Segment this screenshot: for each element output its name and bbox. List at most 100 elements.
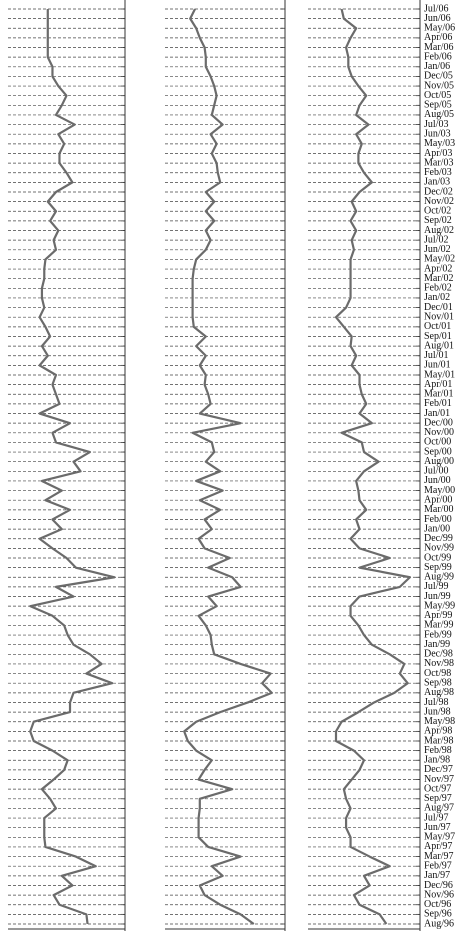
y-tick-label: Mar/00 <box>424 504 453 515</box>
y-tick-label: Dec/02 <box>424 186 453 197</box>
y-tick-label: Mar/97 <box>424 851 453 862</box>
y-tick-label: Jun/99 <box>424 591 451 602</box>
y-tick-label: Aug/98 <box>424 687 454 698</box>
y-tick-label: Jan/02 <box>424 292 450 303</box>
y-tick-label: Nov/98 <box>424 658 454 669</box>
y-tick-label: Jun/01 <box>424 360 451 371</box>
y-tick-label: Jul/98 <box>424 697 448 708</box>
y-tick-label: Oct/00 <box>424 437 451 448</box>
y-tick-label: Nov/01 <box>424 312 454 323</box>
y-tick-label: Jul/99 <box>424 581 448 592</box>
y-tick-label: Sep/01 <box>424 331 452 342</box>
y-tick-label: May/99 <box>424 600 455 611</box>
y-tick-label: Dec/97 <box>424 764 453 775</box>
y-tick-label: Nov/02 <box>424 196 454 207</box>
y-tick-label: Nov/05 <box>424 80 454 91</box>
y-tick-label: Dec/98 <box>424 649 453 660</box>
y-tick-label: Oct/98 <box>424 668 451 679</box>
y-tick-label: Feb/00 <box>424 514 452 525</box>
y-tick-label: Mar/03 <box>424 157 453 168</box>
y-tick-label: Nov/00 <box>424 427 454 438</box>
y-tick-label: Mar/99 <box>424 620 453 631</box>
y-tick-label: May/01 <box>424 369 455 380</box>
data-line <box>29 9 116 925</box>
y-tick-label: Dec/96 <box>424 880 453 891</box>
y-tick-label: Sep/05 <box>424 100 452 111</box>
y-tick-label: Apr/02 <box>424 263 452 274</box>
y-tick-label: Oct/01 <box>424 321 451 332</box>
y-tick-label: Apr/98 <box>424 726 452 737</box>
y-tick-label: Nov/96 <box>424 889 454 900</box>
y-tick-label: Feb/98 <box>424 745 452 756</box>
y-tick-label: Dec/99 <box>424 533 453 544</box>
y-tick-label: Aug/02 <box>424 225 454 236</box>
y-tick-label: Aug/97 <box>424 803 454 814</box>
y-tick-label: Jun/00 <box>424 475 451 486</box>
y-tick-label: Sep/98 <box>424 678 452 689</box>
y-tick-label: Aug/00 <box>424 456 454 467</box>
y-tick-label: Jul/97 <box>424 812 448 823</box>
y-tick-label: May/03 <box>424 138 455 149</box>
y-tick-label: Apr/99 <box>424 610 452 621</box>
y-tick-label: Jan/01 <box>424 408 450 419</box>
y-tick-label: Feb/01 <box>424 398 452 409</box>
y-tick-label: Aug/01 <box>424 340 454 351</box>
y-tick-label: Apr/00 <box>424 495 452 506</box>
y-tick-label: Sep/00 <box>424 446 452 457</box>
y-tick-label: Sep/99 <box>424 562 452 573</box>
y-tick-label: Jun/03 <box>424 129 451 140</box>
y-tick-label: Jun/97 <box>424 822 451 833</box>
y-tick-label: Feb/06 <box>424 51 452 62</box>
y-tick-label: Jan/00 <box>424 523 450 534</box>
y-tick-label: Apr/01 <box>424 379 452 390</box>
y-tick-label: Feb/97 <box>424 861 452 872</box>
y-tick-label: May/02 <box>424 254 455 265</box>
y-tick-label: Aug/99 <box>424 572 454 583</box>
y-tick-label: Apr/06 <box>424 32 452 43</box>
y-tick-label: Sep/02 <box>424 215 452 226</box>
y-tick-label: Aug/05 <box>424 109 454 120</box>
y-tick-label: Dec/00 <box>424 417 453 428</box>
y-tick-label: Oct/97 <box>424 783 451 794</box>
y-tick-label: Nov/99 <box>424 543 454 554</box>
y-tick-label: Feb/03 <box>424 167 452 178</box>
y-tick-label: Jun/06 <box>424 13 451 24</box>
y-tick-label: Jun/98 <box>424 706 451 717</box>
y-tick-label: Jan/06 <box>424 61 450 72</box>
y-tick-label: Apr/03 <box>424 148 452 159</box>
y-tick-label: Sep/97 <box>424 793 452 804</box>
y-tick-label: Jul/00 <box>424 466 448 477</box>
y-tick-label: Sep/96 <box>424 909 452 920</box>
y-tick-label: Oct/99 <box>424 552 451 563</box>
y-tick-label: May/98 <box>424 716 455 727</box>
y-tick-label: Oct/05 <box>424 90 451 101</box>
y-tick-label: Dec/05 <box>424 71 453 82</box>
y-tick-label: Jan/03 <box>424 177 450 188</box>
y-tick-label: Oct/96 <box>424 899 451 910</box>
y-tick-label: Nov/97 <box>424 774 454 785</box>
y-tick-label: May/06 <box>424 23 455 34</box>
y-tick-label: Jul/02 <box>424 234 448 245</box>
y-tick-label: Jul/03 <box>424 119 448 130</box>
y-tick-label: Mar/01 <box>424 389 453 400</box>
y-tick-label: Mar/02 <box>424 273 453 284</box>
y-tick-label: Jan/98 <box>424 755 450 766</box>
data-line <box>334 8 412 925</box>
y-tick-label: Jul/01 <box>424 350 448 361</box>
y-tick-label: Jun/02 <box>424 244 451 255</box>
y-tick-label: Mar/98 <box>424 735 453 746</box>
y-tick-label: Jan/97 <box>424 870 450 881</box>
y-tick-label: Jul/06 <box>424 3 448 14</box>
y-tick-label: Aug/96 <box>424 918 454 929</box>
y-tick-label: May/00 <box>424 485 455 496</box>
y-tick-label: Oct/02 <box>424 206 451 217</box>
y-tick-label: Jan/99 <box>424 639 450 650</box>
y-tick-label: Feb/99 <box>424 629 452 640</box>
y-tick-label: Apr/97 <box>424 841 452 852</box>
y-tick-label: Mar/06 <box>424 42 453 53</box>
y-tick-label: Dec/01 <box>424 302 453 313</box>
y-tick-label: May/97 <box>424 832 455 843</box>
y-tick-label: Feb/02 <box>424 283 452 294</box>
data-line <box>183 8 273 925</box>
